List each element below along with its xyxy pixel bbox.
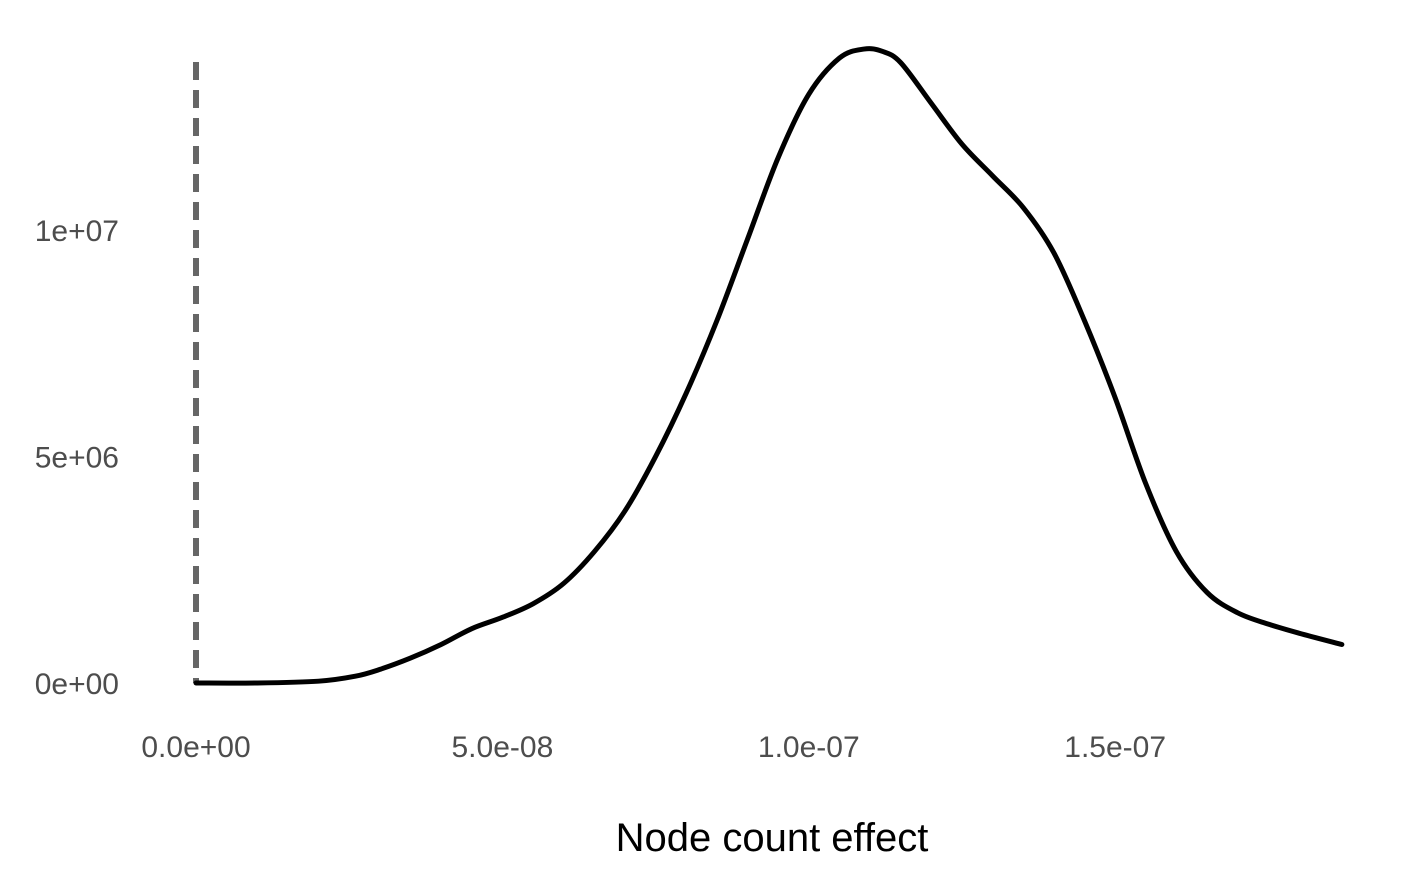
x-axis-ticks: 0.0e+00 5.0e-08 1.0e-07 1.5e-07 bbox=[141, 731, 1166, 764]
x-axis-title: Node count effect bbox=[616, 816, 929, 860]
density-curve bbox=[193, 46, 1345, 686]
x-tick-label: 1.5e-07 bbox=[1064, 731, 1166, 764]
x-tick-label: 5.0e-08 bbox=[452, 731, 554, 764]
x-tick-label: 1.0e-07 bbox=[758, 731, 860, 764]
x-tick-label: 0.0e+00 bbox=[141, 731, 250, 764]
y-tick-label: 1e+07 bbox=[35, 215, 119, 248]
y-tick-label: 5e+06 bbox=[35, 442, 119, 475]
y-tick-label: 0e+00 bbox=[35, 668, 119, 701]
y-axis-ticks: 0e+00 5e+06 1e+07 bbox=[35, 215, 119, 701]
